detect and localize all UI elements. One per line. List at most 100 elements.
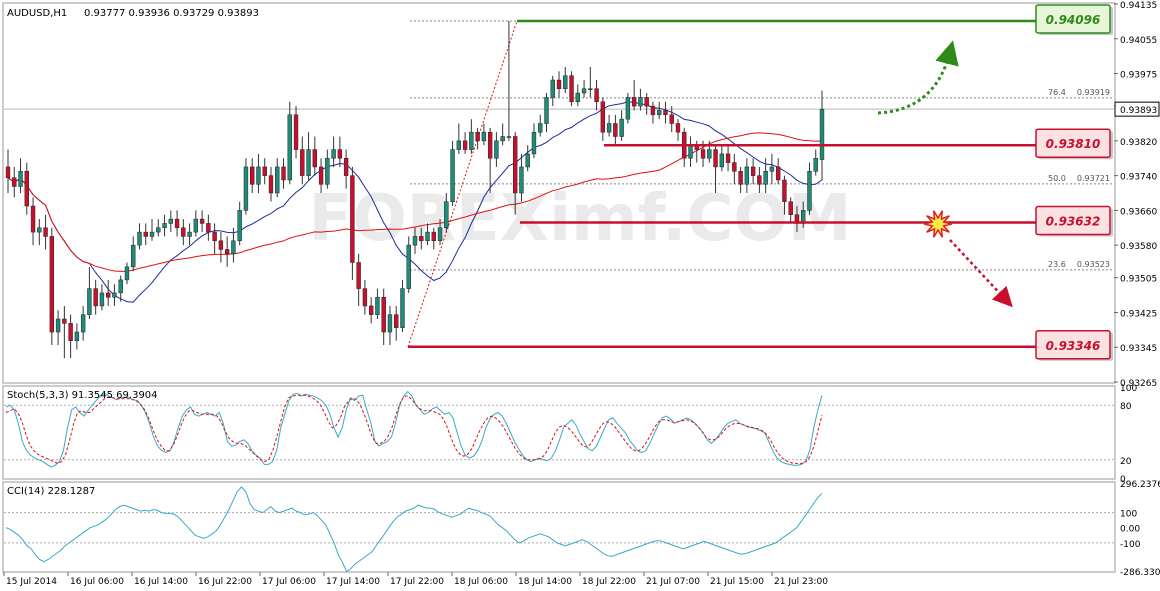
candle-body <box>550 79 555 98</box>
candle-body <box>143 231 148 237</box>
candle-body <box>657 110 662 116</box>
candle <box>769 153 775 185</box>
stoch-lines <box>5 390 823 468</box>
candle <box>757 166 762 193</box>
candle <box>425 223 430 246</box>
candle-body <box>193 218 199 233</box>
candle <box>657 101 662 120</box>
fib-price-label: 0.93721 <box>1077 174 1110 183</box>
candle <box>162 214 167 237</box>
candle <box>669 106 674 133</box>
candle <box>318 158 324 193</box>
candle <box>412 227 418 254</box>
price-tick-label: 0.93265 <box>1120 379 1157 389</box>
candle-body <box>475 131 480 142</box>
candle <box>575 84 580 107</box>
time-tick-label: 17 Jul 06:00 <box>262 577 316 587</box>
candle <box>18 158 23 193</box>
candle-body <box>93 288 98 307</box>
candle <box>606 114 612 137</box>
candle-body <box>669 114 674 124</box>
candle <box>581 80 587 98</box>
candle-body <box>431 231 436 242</box>
candle-body <box>87 288 92 315</box>
candle-body <box>519 166 524 194</box>
candle-body <box>538 123 543 133</box>
candle-body <box>199 218 205 224</box>
candle-body <box>168 218 173 224</box>
candle <box>62 305 67 359</box>
price-tick-label: 0.94135 <box>1120 1 1157 11</box>
candle-body <box>788 201 793 215</box>
candle-body <box>105 292 111 298</box>
candle-body <box>131 244 136 268</box>
candle <box>544 93 549 133</box>
candle <box>437 219 443 246</box>
candle <box>168 210 173 233</box>
candle-body <box>300 149 305 176</box>
candle <box>625 93 631 124</box>
main-pane-frame <box>2 2 1116 384</box>
candle-body <box>512 136 518 194</box>
cci-tick-label: 296.2376 <box>1120 480 1160 490</box>
candle-body <box>275 166 280 194</box>
candle-body <box>156 227 161 233</box>
candle <box>462 132 468 154</box>
candle-body <box>212 231 217 242</box>
candle <box>87 266 92 319</box>
time-tick-label: 16 Jul 22:00 <box>198 577 252 587</box>
candle-body <box>74 331 80 341</box>
candle-body <box>419 236 424 242</box>
candle <box>506 20 512 141</box>
candle-body <box>287 114 292 181</box>
candle <box>218 232 224 263</box>
cci-axis: 296.2376 100 0.00 -100 -286.3309 <box>1120 480 1160 578</box>
candle-body <box>318 166 324 185</box>
candle <box>500 123 505 146</box>
candle-body <box>281 166 286 181</box>
bearish-arrow <box>949 239 1013 308</box>
candle <box>337 136 343 167</box>
time-tick-label: 16 Jul 06:00 <box>70 577 124 587</box>
candle-body <box>782 179 787 202</box>
time-tick-label: 17 Jul 14:00 <box>326 577 380 587</box>
candle <box>199 210 205 233</box>
stoch-grid <box>4 404 1114 461</box>
candle <box>80 305 86 341</box>
candle-body <box>137 231 142 246</box>
candle <box>74 323 80 350</box>
chart-header-quote: 0.93777 0.93936 0.93729 0.93893 <box>84 8 259 19</box>
candle <box>381 288 386 346</box>
candle-body <box>544 97 549 124</box>
cci-tick-label: 100 <box>1120 510 1137 520</box>
cci-tick-label: -100 <box>1120 540 1141 550</box>
candle-body <box>250 166 255 185</box>
candle-body <box>469 131 474 150</box>
candle-body <box>387 314 393 333</box>
candle <box>475 127 480 150</box>
candle <box>331 136 336 167</box>
candle <box>212 223 217 254</box>
candle-body <box>68 323 73 341</box>
candle <box>118 275 123 302</box>
candle <box>193 210 199 237</box>
candle <box>556 71 562 98</box>
fibonacci-levels: 76.4 0.93919 50.0 0.93721 23.6 0.93523 <box>407 20 1112 347</box>
candle <box>275 158 280 198</box>
candle <box>343 149 349 189</box>
candle-body <box>218 240 224 250</box>
level-label-text: 0.93810 <box>1046 137 1101 151</box>
candle <box>763 158 768 193</box>
chart-header-symbol: AUDUSD,H1 <box>7 8 67 19</box>
candle <box>631 80 637 111</box>
cci-grid <box>4 512 1114 544</box>
candle <box>187 223 192 246</box>
fib-ratio-label: 50.0 <box>1048 174 1066 183</box>
candle-body <box>312 149 318 168</box>
candle <box>813 149 818 176</box>
price-axis: 0.941350.940550.939750.939000.938200.937… <box>1114 1 1160 389</box>
time-tick-label: 21 Jul 15:00 <box>710 577 764 587</box>
candle <box>325 149 330 189</box>
candle <box>143 223 148 246</box>
